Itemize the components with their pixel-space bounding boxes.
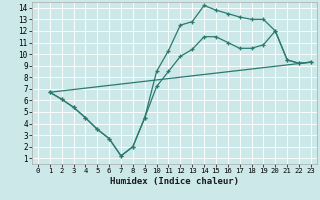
X-axis label: Humidex (Indice chaleur): Humidex (Indice chaleur) (110, 177, 239, 186)
